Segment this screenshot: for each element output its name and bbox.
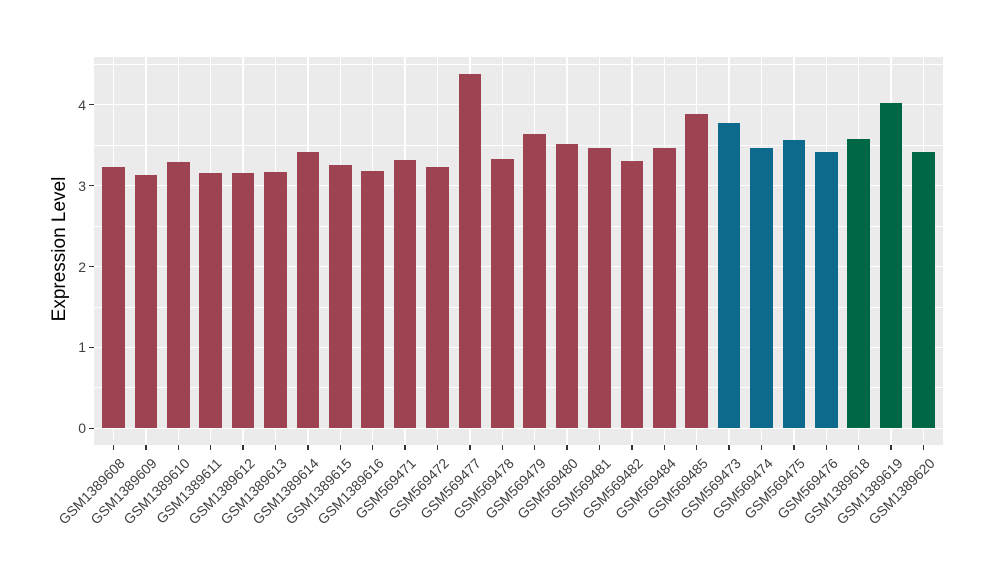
bar-GSM1389615 <box>328 165 352 429</box>
x-tick-mark <box>663 445 666 450</box>
bar-GSM569472 <box>426 166 449 429</box>
x-tick-mark <box>436 445 439 450</box>
gridline-minor <box>94 63 943 65</box>
bar-GSM569482 <box>620 161 644 429</box>
y-axis-title: Expression Level <box>49 176 70 322</box>
bar-GSM1389608 <box>102 166 125 429</box>
bar-GSM569484 <box>652 147 676 429</box>
bar-GSM1389609 <box>134 175 158 429</box>
bar-GSM1389619 <box>879 103 903 429</box>
bar-GSM1389613 <box>264 171 287 429</box>
gridline-minor <box>94 387 943 389</box>
bar-GSM1389611 <box>199 173 222 429</box>
x-tick-mark <box>209 445 212 450</box>
x-tick-mark <box>533 445 536 450</box>
bar-GSM569481 <box>588 147 611 429</box>
y-tick-mark <box>89 346 94 349</box>
bar-GSM1389616 <box>361 171 384 429</box>
gridline-minor <box>94 306 943 308</box>
x-tick-mark <box>501 445 504 450</box>
gridline-minor <box>94 225 943 227</box>
gridline-minor <box>94 144 943 146</box>
y-tick-label: 1 <box>78 339 86 356</box>
x-tick-mark <box>631 445 633 450</box>
x-tick-mark <box>112 445 115 450</box>
bar-GSM569477 <box>458 73 482 429</box>
bar-GSM569479 <box>523 133 547 429</box>
bar-GSM569471 <box>393 159 417 429</box>
x-tick-mark <box>177 445 179 450</box>
x-tick-mark <box>728 445 730 450</box>
x-tick-mark <box>242 445 244 450</box>
x-tick-mark <box>857 445 860 450</box>
x-tick-mark <box>922 445 925 450</box>
x-tick-mark <box>339 445 342 450</box>
x-tick-mark <box>404 445 406 450</box>
x-tick-mark <box>469 445 471 450</box>
bar-GSM569475 <box>782 140 806 429</box>
x-tick-mark <box>566 445 568 450</box>
gridline-major <box>94 427 943 430</box>
bar-GSM1389618 <box>847 138 871 429</box>
bar-GSM1389614 <box>296 152 320 429</box>
x-tick-mark <box>274 445 277 450</box>
x-tick-mark <box>145 445 147 450</box>
gridline-major <box>94 265 943 268</box>
bar-GSM569476 <box>815 152 838 429</box>
bar-GSM569478 <box>490 158 514 429</box>
bar-GSM1389610 <box>166 162 190 429</box>
bar-GSM1389612 <box>231 173 255 429</box>
y-tick-label: 0 <box>78 420 86 437</box>
gridline-major <box>94 346 943 349</box>
x-tick-mark <box>825 445 828 450</box>
y-tick-mark <box>89 103 94 106</box>
bar-GSM569473 <box>717 123 741 429</box>
y-tick-label: 2 <box>78 258 86 275</box>
bar-GSM569485 <box>685 114 709 429</box>
x-tick-mark <box>371 445 374 450</box>
x-tick-mark <box>695 445 698 450</box>
y-tick-label: 3 <box>78 177 86 194</box>
bar-GSM569474 <box>750 147 773 429</box>
x-tick-mark <box>890 445 892 450</box>
y-tick-mark <box>89 184 94 187</box>
gridline-major <box>94 103 943 106</box>
bar-GSM1389620 <box>912 151 935 429</box>
x-tick-mark <box>793 445 795 450</box>
x-tick-mark <box>307 445 309 450</box>
y-tick-mark <box>89 265 94 268</box>
y-tick-label: 4 <box>78 96 86 113</box>
x-tick-mark <box>760 445 763 450</box>
plot-panel <box>94 57 943 445</box>
bar-GSM569480 <box>555 143 579 429</box>
gridline-major <box>94 184 943 187</box>
y-tick-mark <box>89 427 94 430</box>
x-tick-mark <box>598 445 601 450</box>
